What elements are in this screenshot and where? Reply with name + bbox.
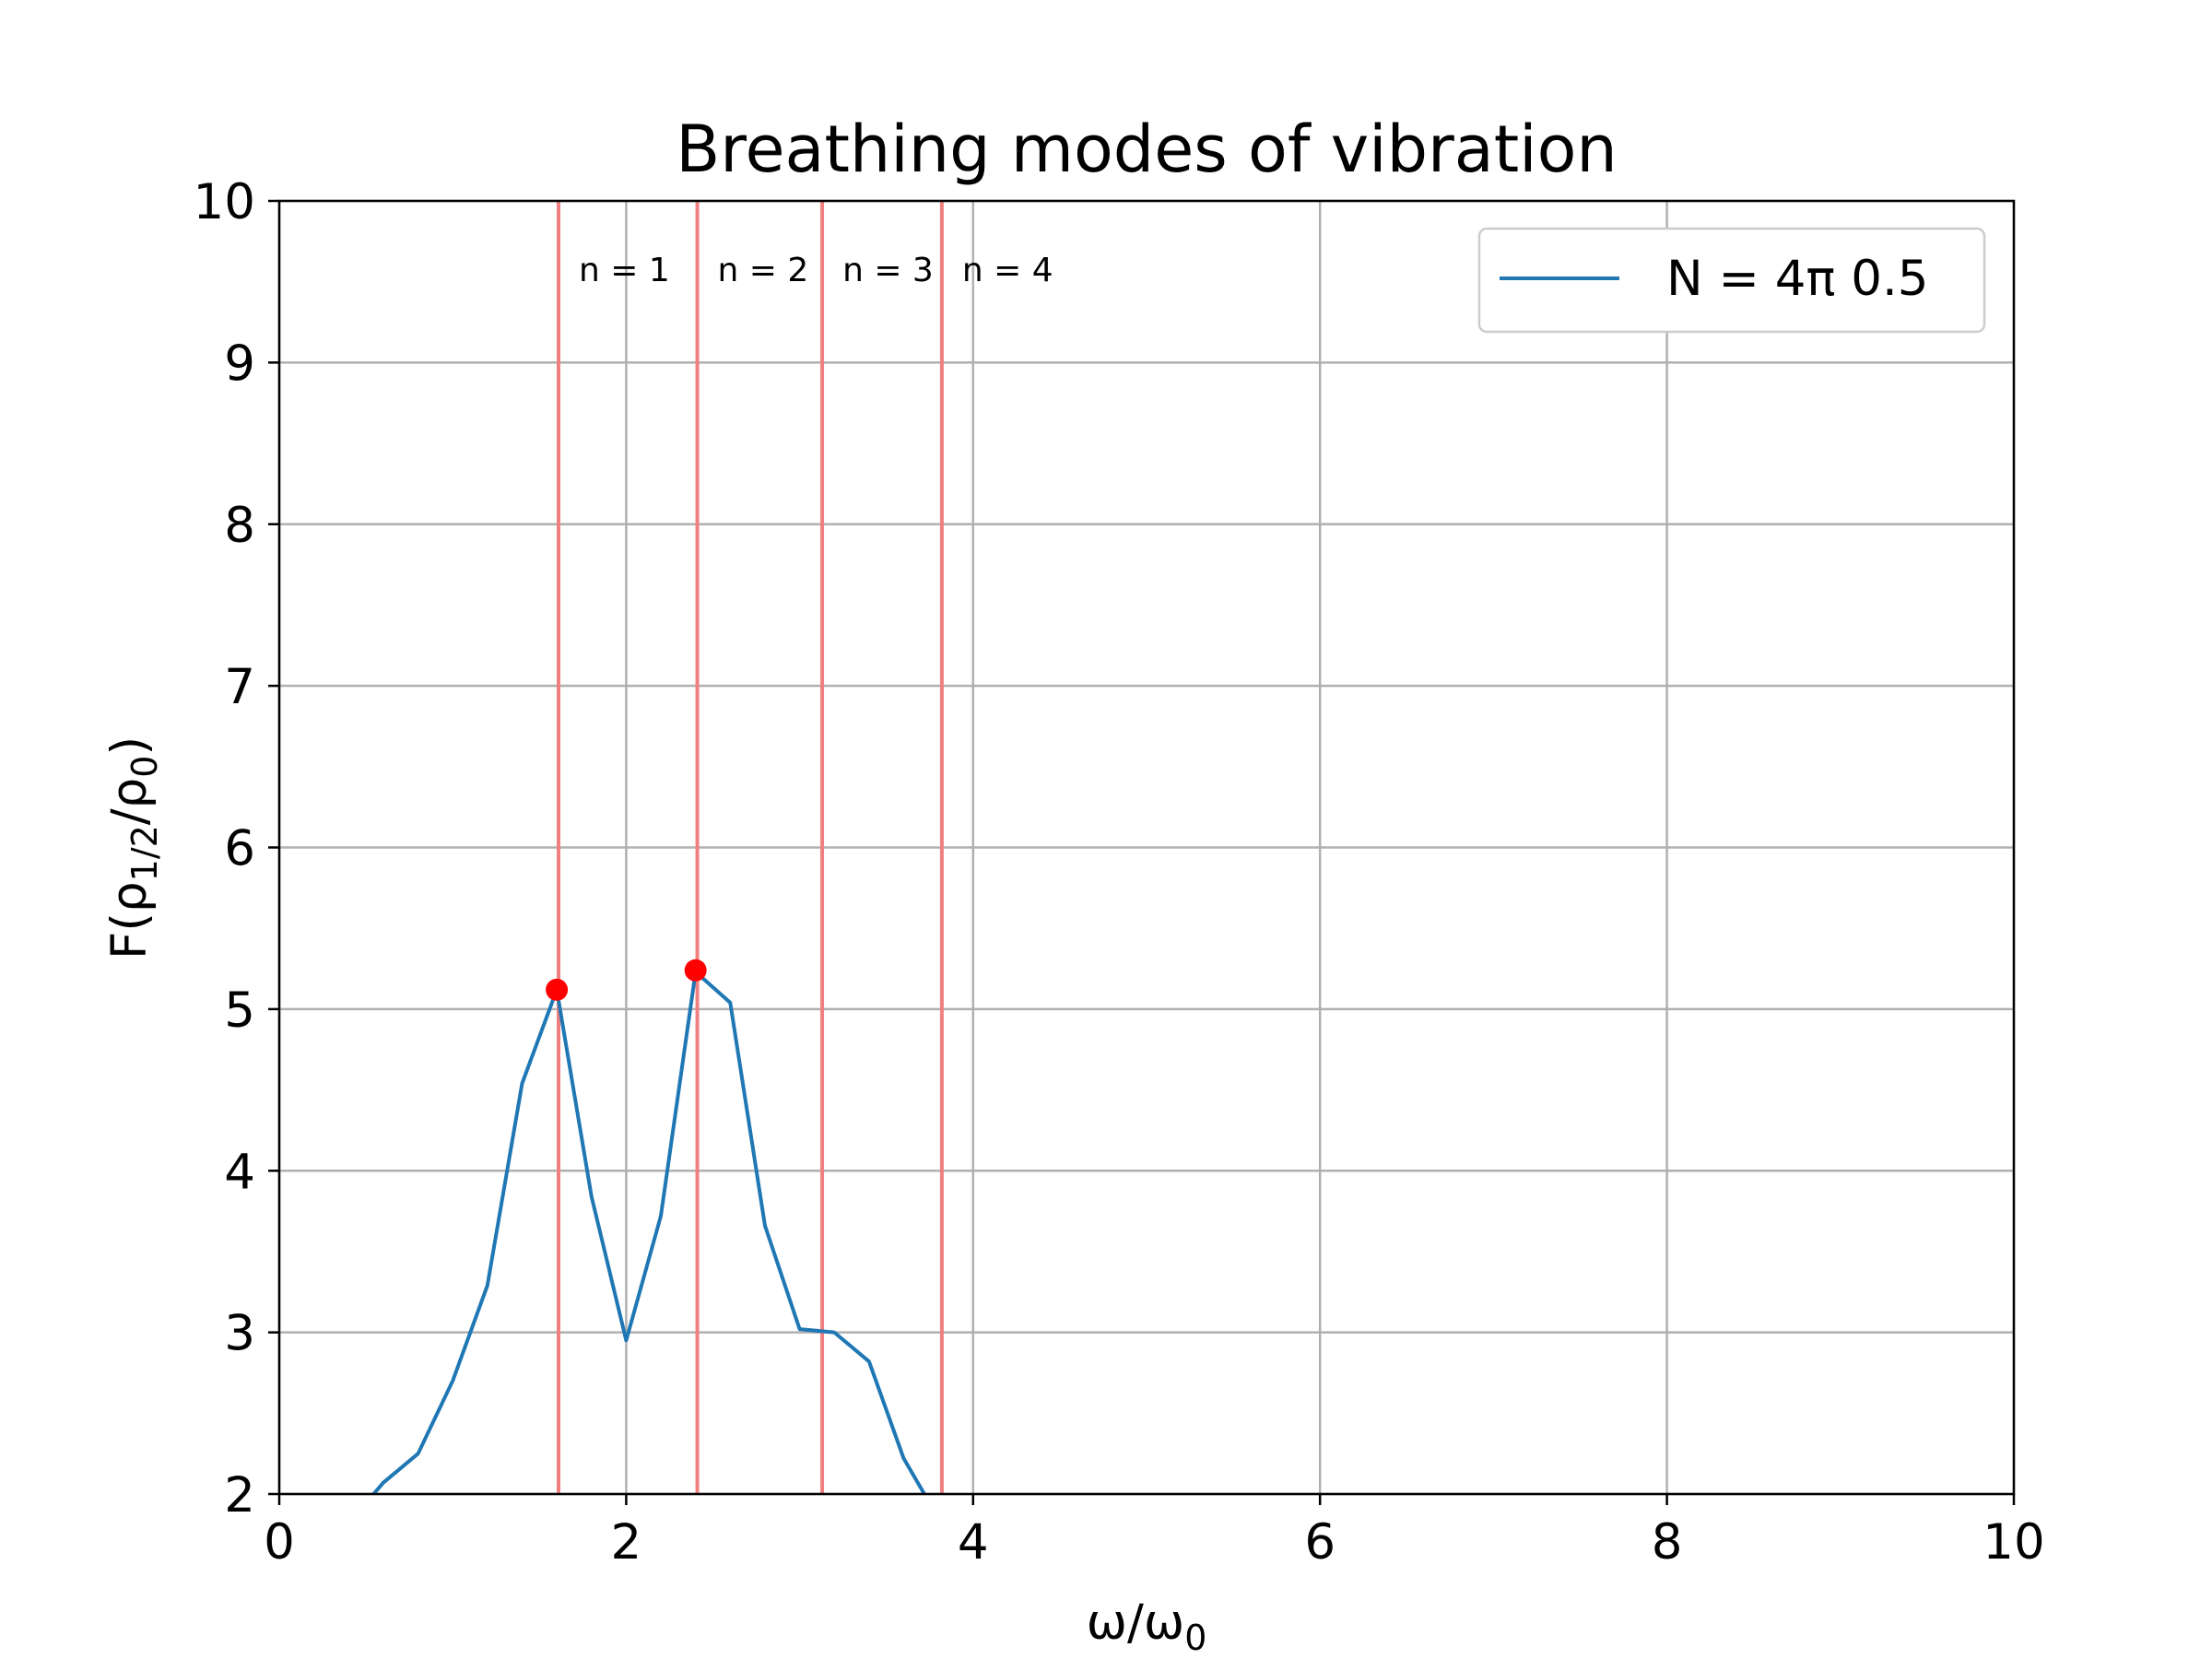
y-tick-label: 3: [224, 1306, 255, 1362]
legend: N = 4π 0.5: [1477, 227, 1986, 334]
mode-label: n = 1: [579, 252, 670, 289]
x-tick-label: 8: [1652, 1514, 1683, 1571]
peak-markers: [546, 959, 707, 1001]
series-layer: [371, 970, 927, 1494]
mode-label: n = 3: [842, 252, 934, 289]
y-tick-label: 10: [194, 174, 255, 230]
legend-label: N = 4π 0.5: [1666, 251, 1929, 307]
y-tick-label: 5: [224, 982, 255, 1039]
mode-label: n = 2: [718, 252, 809, 289]
mode-lines: n = 1 n = 2 n = 3 n = 4: [557, 201, 1053, 1494]
y-tick-label: 8: [224, 498, 255, 554]
x-tick-label: 10: [1983, 1514, 2044, 1571]
peak-marker: [546, 978, 569, 1001]
mode-label: n = 4: [962, 252, 1053, 289]
x-tick-label: 6: [1304, 1514, 1335, 1571]
series-line: [371, 970, 927, 1494]
y-axis-label: F(ρ1/2/ρ0): [101, 736, 165, 959]
y-tick-label: 2: [224, 1467, 255, 1524]
peak-marker: [684, 959, 707, 982]
x-tick-label: 0: [264, 1514, 295, 1571]
chart-title: Breathing modes of vibration: [676, 112, 1618, 187]
y-tick-label: 7: [224, 659, 255, 715]
y-tick-label: 6: [224, 821, 255, 877]
y-tick-label: 4: [224, 1144, 255, 1200]
x-axis-label: ω/ω0: [1087, 1594, 1207, 1658]
x-tick-label: 4: [958, 1514, 989, 1571]
x-tick-label: 2: [611, 1514, 642, 1571]
legend-box: [1477, 227, 1986, 334]
y-tick-label: 9: [224, 335, 255, 392]
